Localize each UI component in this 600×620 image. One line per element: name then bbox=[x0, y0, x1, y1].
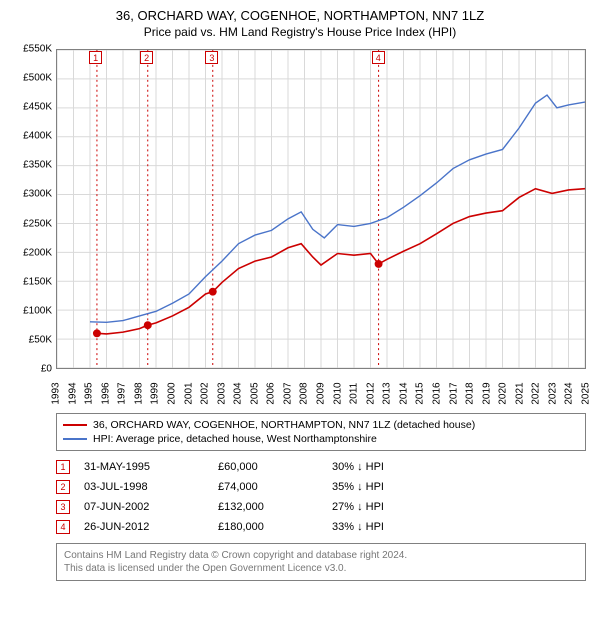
event-price: £132,000 bbox=[218, 501, 318, 513]
x-axis-label: 2002 bbox=[200, 379, 211, 409]
legend-swatch bbox=[63, 438, 87, 440]
x-axis-label: 2000 bbox=[166, 379, 177, 409]
event-price: £180,000 bbox=[218, 521, 318, 533]
event-price: £74,000 bbox=[218, 481, 318, 493]
event-diff: 35% ↓ HPI bbox=[332, 481, 586, 493]
event-row: 3 07-JUN-2002 £132,000 27% ↓ HPI bbox=[56, 497, 586, 517]
y-axis-label: £500K bbox=[12, 73, 52, 84]
x-axis-label: 2011 bbox=[349, 379, 360, 409]
x-axis-label: 2025 bbox=[581, 379, 592, 409]
x-axis-label: 2023 bbox=[547, 379, 558, 409]
x-axis-label: 1998 bbox=[133, 379, 144, 409]
x-axis-label: 2005 bbox=[249, 379, 260, 409]
footer-line: Contains HM Land Registry data © Crown c… bbox=[64, 549, 578, 562]
legend-item: 36, ORCHARD WAY, COGENHOE, NORTHAMPTON, … bbox=[63, 418, 579, 432]
x-axis-label: 2022 bbox=[531, 379, 542, 409]
y-axis-label: £250K bbox=[12, 218, 52, 229]
chart-title: 36, ORCHARD WAY, COGENHOE, NORTHAMPTON, … bbox=[8, 8, 592, 23]
x-axis-label: 2008 bbox=[299, 379, 310, 409]
event-date: 26-JUN-2012 bbox=[84, 521, 204, 533]
event-marker: 3 bbox=[205, 51, 218, 64]
x-axis-label: 2003 bbox=[216, 379, 227, 409]
x-axis-label: 2010 bbox=[332, 379, 343, 409]
x-axis-label: 1996 bbox=[100, 379, 111, 409]
x-axis-label: 2012 bbox=[365, 379, 376, 409]
x-axis-label: 2018 bbox=[465, 379, 476, 409]
y-axis-label: £300K bbox=[12, 189, 52, 200]
x-axis-label: 1997 bbox=[117, 379, 128, 409]
y-axis-label: £50K bbox=[12, 334, 52, 345]
x-axis-label: 2019 bbox=[481, 379, 492, 409]
event-number: 2 bbox=[56, 480, 70, 494]
legend-item: HPI: Average price, detached house, West… bbox=[63, 432, 579, 446]
event-row: 1 31-MAY-1995 £60,000 30% ↓ HPI bbox=[56, 457, 586, 477]
x-axis-label: 1994 bbox=[67, 379, 78, 409]
y-axis-label: £200K bbox=[12, 247, 52, 258]
legend-box: 36, ORCHARD WAY, COGENHOE, NORTHAMPTON, … bbox=[56, 413, 586, 451]
event-number: 4 bbox=[56, 520, 70, 534]
event-price: £60,000 bbox=[218, 461, 318, 473]
x-axis-label: 2020 bbox=[498, 379, 509, 409]
x-axis-label: 2021 bbox=[514, 379, 525, 409]
x-axis-label: 1999 bbox=[150, 379, 161, 409]
x-axis-label: 2014 bbox=[398, 379, 409, 409]
x-axis-label: 2001 bbox=[183, 379, 194, 409]
legend-label: HPI: Average price, detached house, West… bbox=[93, 433, 377, 445]
events-table: 1 31-MAY-1995 £60,000 30% ↓ HPI 2 03-JUL-1998… bbox=[56, 457, 586, 537]
footer-line: This data is licensed under the Open Gov… bbox=[64, 562, 578, 575]
x-axis-label: 2024 bbox=[564, 379, 575, 409]
x-axis-label: 2016 bbox=[431, 379, 442, 409]
y-axis-label: £150K bbox=[12, 276, 52, 287]
event-number: 1 bbox=[56, 460, 70, 474]
event-marker: 2 bbox=[140, 51, 153, 64]
event-number: 3 bbox=[56, 500, 70, 514]
x-axis-label: 2004 bbox=[233, 379, 244, 409]
x-axis-label: 2015 bbox=[415, 379, 426, 409]
event-diff: 33% ↓ HPI bbox=[332, 521, 586, 533]
event-date: 03-JUL-1998 bbox=[84, 481, 204, 493]
event-date: 31-MAY-1995 bbox=[84, 461, 204, 473]
legend-swatch bbox=[63, 424, 87, 426]
chart-area: £0 £50K £100K £150K £200K £250K £300K £350K £400… bbox=[8, 45, 592, 405]
chart-subtitle: Price paid vs. HM Land Registry's House … bbox=[8, 25, 592, 39]
event-row: 2 03-JUL-1998 £74,000 35% ↓ HPI bbox=[56, 477, 586, 497]
y-axis-label: £0 bbox=[12, 364, 52, 375]
x-axis-label: 1995 bbox=[84, 379, 95, 409]
event-row: 4 26-JUN-2012 £180,000 33% ↓ HPI bbox=[56, 517, 586, 537]
x-axis-label: 2006 bbox=[266, 379, 277, 409]
y-axis-label: £550K bbox=[12, 44, 52, 55]
x-axis-label: 2017 bbox=[448, 379, 459, 409]
legend-label: 36, ORCHARD WAY, COGENHOE, NORTHAMPTON, … bbox=[93, 419, 475, 431]
y-axis-label: £450K bbox=[12, 102, 52, 113]
y-axis-label: £350K bbox=[12, 160, 52, 171]
y-axis-label: £100K bbox=[12, 305, 52, 316]
x-axis-label: 1993 bbox=[51, 379, 62, 409]
x-axis-label: 2013 bbox=[382, 379, 393, 409]
event-marker: 1 bbox=[89, 51, 102, 64]
x-axis-label: 2007 bbox=[282, 379, 293, 409]
event-diff: 27% ↓ HPI bbox=[332, 501, 586, 513]
y-axis-label: £400K bbox=[12, 131, 52, 142]
plot-region bbox=[56, 49, 586, 369]
event-marker: 4 bbox=[372, 51, 385, 64]
event-diff: 30% ↓ HPI bbox=[332, 461, 586, 473]
event-date: 07-JUN-2002 bbox=[84, 501, 204, 513]
x-axis-label: 2009 bbox=[316, 379, 327, 409]
footer-attribution: Contains HM Land Registry data © Crown c… bbox=[56, 543, 586, 581]
